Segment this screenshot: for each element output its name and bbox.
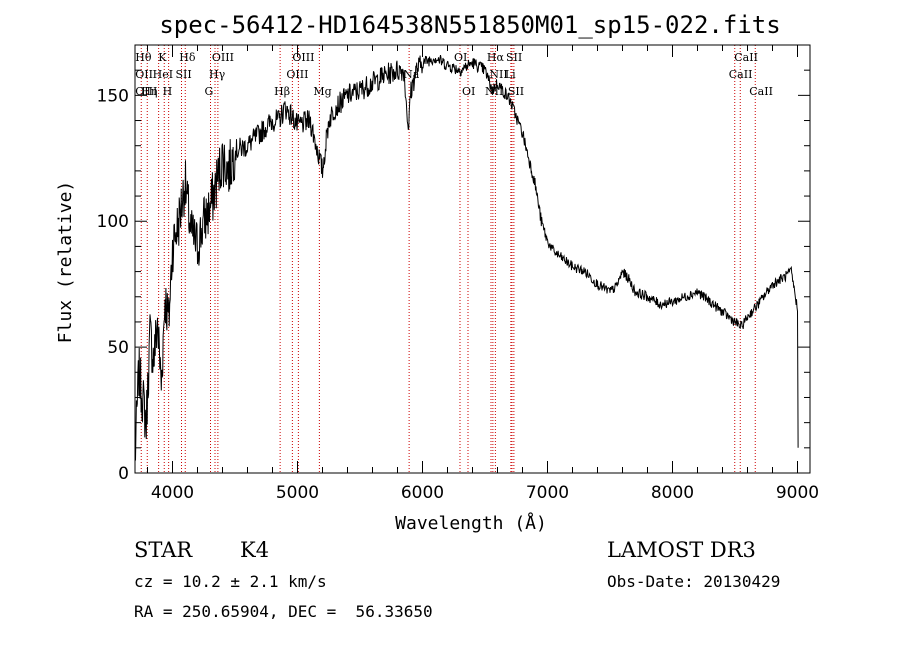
y-tick-label: 100 — [97, 212, 129, 232]
line-marker-label: SII — [176, 68, 192, 81]
chart-title: spec-56412-HD164538N551850M01_sp15-022.f… — [159, 11, 780, 39]
line-marker-label: OIII — [135, 85, 157, 98]
line-marker-label: OII — [135, 68, 153, 81]
line-marker-label: K — [158, 51, 167, 64]
line-marker-label: Hθ — [135, 51, 152, 64]
line-marker-label: Mg — [313, 85, 331, 98]
line-marker-label: HeI — [153, 68, 173, 81]
line-marker-label: CaII — [749, 85, 773, 98]
observation-date: Obs-Date: 20130429 — [607, 572, 781, 591]
coordinates: RA = 250.65904, DEC = 56.33650 — [134, 602, 433, 621]
x-axis-label: Wavelength (Å) — [395, 512, 547, 534]
x-tick-label: 8000 — [651, 483, 694, 503]
object-class: STAR — [134, 538, 193, 562]
line-marker-label: Hγ — [209, 68, 226, 81]
line-marker-label: H — [163, 85, 173, 98]
line-marker-label: OIII — [286, 68, 308, 81]
object-subclass: K4 — [240, 538, 270, 562]
x-tick-label: 7000 — [526, 483, 569, 503]
y-axis-label: Flux (relative) — [55, 181, 76, 344]
survey-name: LAMOST DR3 — [607, 538, 756, 562]
line-marker-labels: HθOIIOIIIHηHeIKHSIIHδGHγOIIIHβOIIIOIIIMg… — [135, 51, 773, 98]
line-marker-label: G — [205, 85, 214, 98]
line-marker-label: NII — [489, 68, 507, 81]
x-tick-label: 6000 — [401, 483, 444, 503]
line-markers — [140, 45, 756, 473]
line-marker-label: Li — [505, 68, 516, 81]
y-tick-label: 50 — [107, 338, 129, 358]
line-marker-label: Hη — [141, 85, 157, 98]
redshift-value: cz = 10.2 ± 2.1 km/s — [134, 572, 327, 591]
x-tick-label: 9000 — [776, 483, 819, 503]
line-marker-label: OI — [454, 51, 467, 64]
line-marker-label: OIII — [212, 51, 234, 64]
x-tick-label: 5000 — [276, 483, 319, 503]
y-tick-label: 0 — [118, 464, 129, 484]
y-tick-label: 150 — [97, 86, 129, 106]
plot-frame — [134, 44, 811, 474]
line-marker-label: Hβ — [274, 85, 290, 98]
line-marker-label: OIII — [292, 51, 314, 64]
line-marker-label: SII — [506, 51, 522, 64]
line-marker-label: Hδ — [179, 51, 196, 64]
line-marker-label: CaII — [729, 68, 753, 81]
axis-ticks: 4000 5000 6000 7000 8000 9000 0 50 100 150 — [97, 45, 819, 503]
line-marker-label: OI — [462, 85, 475, 98]
line-marker-label: SII — [508, 85, 524, 98]
spectrum-line — [134, 55, 799, 461]
x-tick-label: 4000 — [151, 483, 194, 503]
line-marker-label: CaII — [734, 51, 758, 64]
line-marker-label: Hα — [487, 51, 505, 64]
